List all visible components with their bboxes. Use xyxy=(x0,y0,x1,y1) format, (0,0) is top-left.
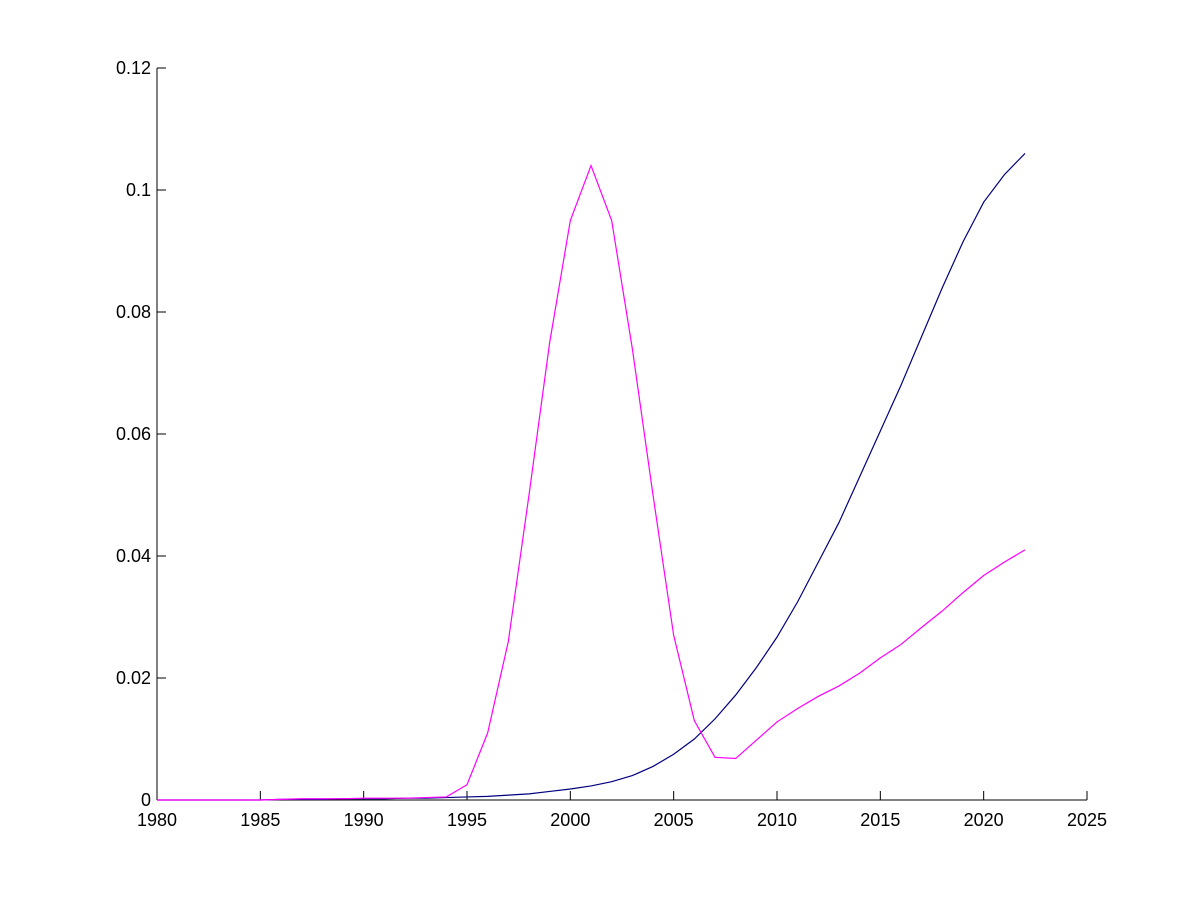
data-line xyxy=(157,152,1026,801)
data-line xyxy=(157,163,1026,801)
x-tick-label: 2010 xyxy=(757,810,797,830)
x-tick-label: 1985 xyxy=(240,810,280,830)
x-tick-label: 2015 xyxy=(860,810,900,830)
y-tick-label: 0.06 xyxy=(116,424,151,444)
y-tick-label: 0 xyxy=(141,790,151,810)
x-tick-label: 1980 xyxy=(137,810,177,830)
x-tick-label: 2020 xyxy=(964,810,1004,830)
y-tick-label: 0.1 xyxy=(126,180,151,200)
x-tick-label: 1990 xyxy=(344,810,384,830)
x-tick-label: 2005 xyxy=(654,810,694,830)
y-tick-label: 0.04 xyxy=(116,546,151,566)
x-tick-label: 2000 xyxy=(550,810,590,830)
y-tick-label: 0.02 xyxy=(116,668,151,688)
x-tick-label: 2025 xyxy=(1067,810,1107,830)
y-tick-label: 0.12 xyxy=(116,58,151,78)
x-tick-label: 1995 xyxy=(447,810,487,830)
y-tick-label: 0.08 xyxy=(116,302,151,322)
